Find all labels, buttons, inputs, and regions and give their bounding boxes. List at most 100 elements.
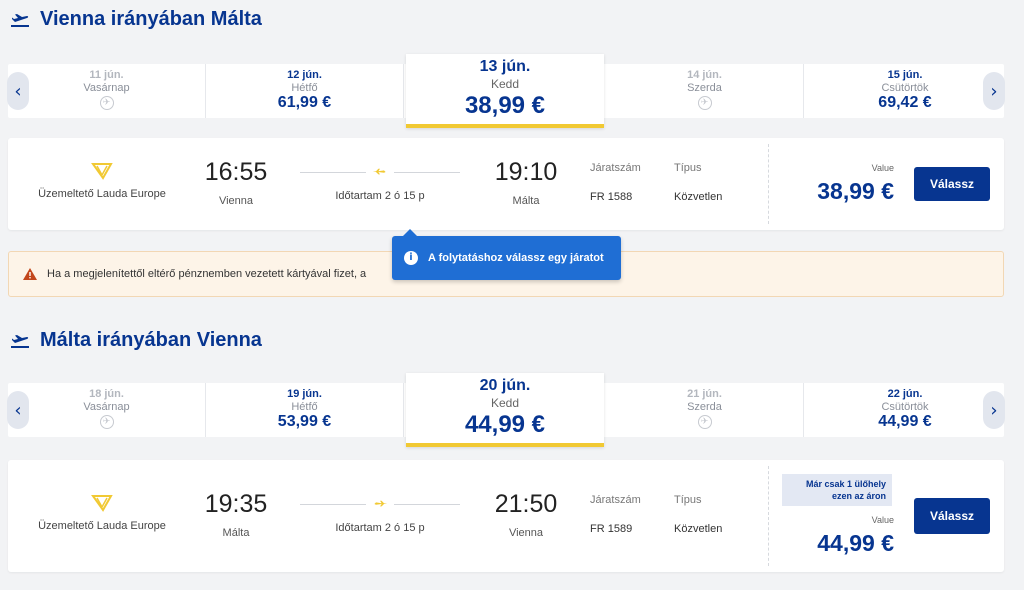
weekday-label: Hétfő [291,82,318,94]
route-line: Időtartam 2 ó 15 p [300,497,460,534]
inbound-title-text: Málta irányában Vienna [40,329,262,351]
weekday-label: Szerda [687,401,722,413]
date-label: 11 jún. [89,69,124,81]
chevron-left-icon: ‹ [14,80,22,102]
date-cell-disabled: 21 jún. Szerda ✈ [606,383,804,437]
date-price: 44,99 € [878,413,932,430]
date-cell-disabled: 11 jún. Vasárnap ✈ [8,64,206,118]
flight-type-label: Típus [674,162,702,174]
harp-logo-icon [91,163,113,180]
departure-city: Málta [222,527,250,539]
date-cell[interactable]: 19 jún. Hétfő 53,99 € [206,383,404,437]
plane-takeoff-icon [11,13,29,27]
fare-type-label: Value [871,515,894,525]
outbound-title: Vienna irányában Málta [10,8,262,31]
arrival-city: Vienna [508,527,544,539]
weekday-label: Vasárnap [83,82,130,94]
inbound-date-strip: 18 jún. Vasárnap ✈ 19 jún. Hétfő 53,99 €… [7,373,1005,447]
flight-number: Járatszám FR 1589 [590,494,641,535]
flight-type-value: Közvetlen [674,523,723,535]
card-divider [768,144,769,224]
date-label: 20 jún. [479,377,531,394]
select-flight-tooltip: i A folytatáshoz válassz egy járatot [392,229,621,280]
arrival-time: 21:50 [494,490,558,518]
chevron-left-icon: ‹ [14,399,22,421]
date-cell-selected[interactable]: 13 jún. Kedd 38,99 € [406,54,604,128]
inbound-title: Málta irányában Vienna [10,329,262,352]
date-label: 22 jún. [887,388,923,400]
departure-block: 16:55 Vienna [186,158,286,207]
operator-label: Üzemeltető Lauda Europe [38,188,166,200]
chevron-right-icon: › [990,399,998,421]
warning-text: Ha a megjelenítettől eltérő pénznemben v… [47,268,367,280]
arrival-block: 19:10 Málta [476,158,576,207]
fare-type-label: Value [871,163,894,173]
info-icon: i [404,251,418,265]
flight-number-value: FR 1589 [590,523,633,535]
warning-icon [23,268,37,280]
weekday-label: Vasárnap [83,401,130,413]
outbound-date-strip: 11 jún. Vasárnap ✈ 12 jún. Hétfő 61,99 €… [7,54,1005,128]
select-flight-button[interactable]: Válassz [914,498,990,534]
date-label: 15 jún. [887,69,923,81]
no-flight-icon: ✈ [697,415,712,429]
inbound-flight-card[interactable]: Üzemeltető Lauda Europe 19:35 Málta Időt… [8,460,1004,572]
date-cell-disabled: 18 jún. Vasárnap ✈ [8,383,206,437]
departure-city: Vienna [218,195,254,207]
flight-type-label: Típus [674,494,702,506]
card-divider [768,466,769,566]
outbound-title-text: Vienna irányában Málta [40,8,262,30]
flight-number-label: Járatszám [590,494,641,506]
date-label: 14 jún. [687,69,722,81]
chevron-right-icon: › [990,80,998,102]
flight-duration: Időtartam 2 ó 15 p [335,522,425,534]
no-flight-icon: ✈ [697,96,712,110]
arrival-time: 19:10 [494,158,558,186]
flight-type: Típus Közvetlen [674,494,722,535]
date-price: 61,99 € [277,94,332,111]
plane-icon [366,165,394,179]
outbound-flight-card[interactable]: Üzemeltető Lauda Europe 16:55 Vienna Idő… [8,138,1004,230]
date-label: 21 jún. [687,388,722,400]
fare-area: Már csak 1 ülőhely ezen az áron Value 44… [768,460,1004,572]
date-cell[interactable]: 22 jún. Csütörtök 44,99 € [806,383,1004,437]
date-label: 13 jún. [479,58,531,75]
weekday-label: Csütörtök [881,82,929,94]
fare-price: 38,99 € [817,178,894,204]
date-price: 69,42 € [878,94,932,111]
departure-block: 19:35 Málta [186,490,286,539]
fare-area: Value 38,99 € Válassz [768,138,1004,230]
flight-number: Járatszám FR 1588 [590,162,641,203]
weekday-label: Szerda [687,82,722,94]
next-dates-button[interactable]: › [983,72,1005,110]
weekday-label: Csütörtök [881,401,929,413]
flight-number-label: Járatszám [590,162,641,174]
prev-dates-button[interactable]: ‹ [7,391,29,429]
plane-takeoff-icon [11,334,29,348]
seats-left-badge: Már csak 1 ülőhely ezen az áron [782,474,892,506]
date-cell[interactable]: 15 jún. Csütörtök 69,42 € [806,64,1004,118]
date-price: 44,99 € [464,411,546,438]
fare-price: 44,99 € [817,530,894,556]
tooltip-text: A folytatáshoz válassz egy járatot [428,252,604,264]
next-dates-button[interactable]: › [983,391,1005,429]
prev-dates-button[interactable]: ‹ [7,72,29,110]
operator-info: Üzemeltető Lauda Europe [22,490,182,532]
operator-info: Üzemeltető Lauda Europe [22,158,182,200]
route-line: Időtartam 2 ó 15 p [300,165,460,202]
harp-logo-icon [91,495,113,512]
plane-icon [366,497,394,511]
date-cell-selected[interactable]: 20 jún. Kedd 44,99 € [406,373,604,447]
operator-label: Üzemeltető Lauda Europe [38,520,166,532]
date-cell[interactable]: 12 jún. Hétfő 61,99 € [206,64,404,118]
weekday-label: Kedd [490,77,520,91]
arrival-block: 21:50 Vienna [476,490,576,539]
date-label: 19 jún. [287,388,322,400]
flight-number-value: FR 1588 [590,191,633,203]
flight-type-value: Közvetlen [674,191,723,203]
date-cell-disabled: 14 jún. Szerda ✈ [606,64,804,118]
select-flight-button[interactable]: Válassz [914,167,990,201]
departure-time: 16:55 [204,158,268,186]
date-price: 38,99 € [464,92,546,119]
flight-type: Típus Közvetlen [674,162,722,203]
